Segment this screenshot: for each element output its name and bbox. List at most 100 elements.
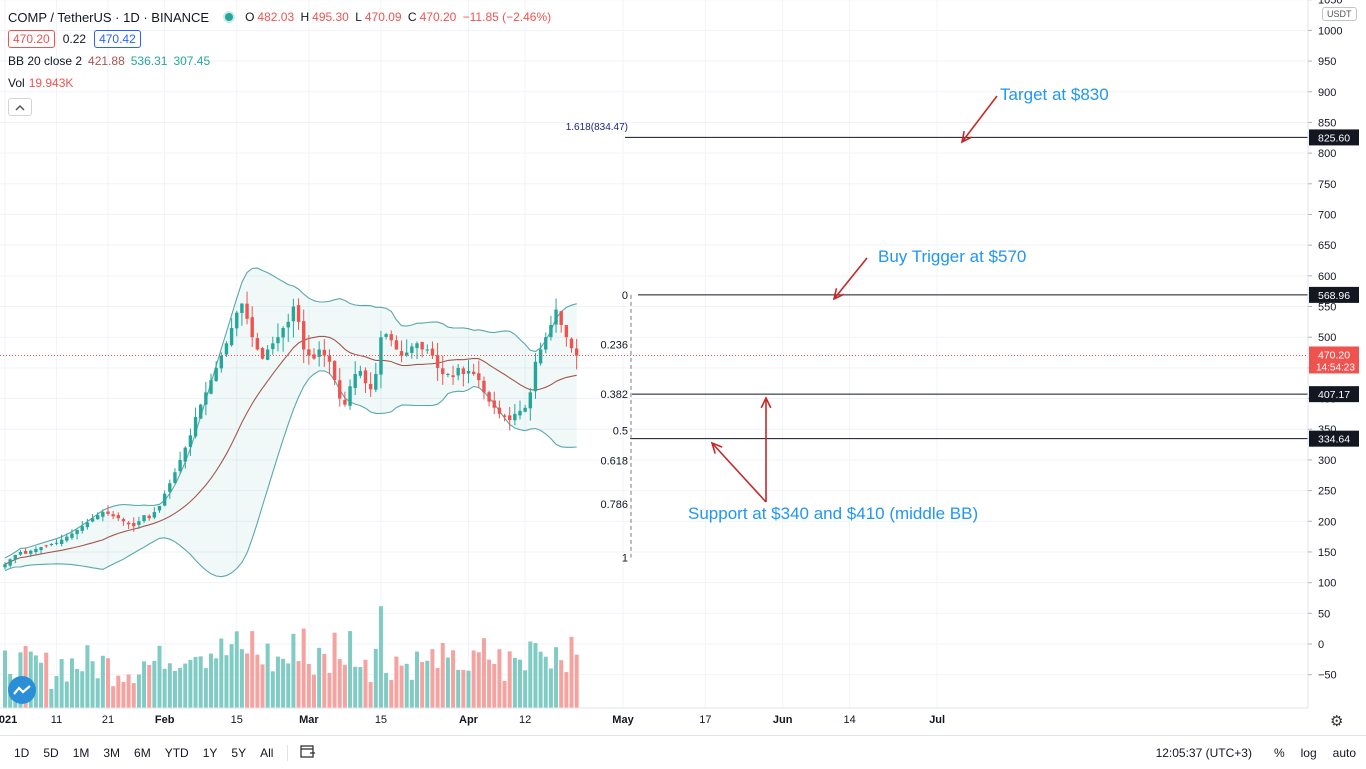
bottom-toolbar: 1D 5D 1M 3M 6M YTD 1Y 5Y All 12:05:37 (U… [0, 735, 1366, 769]
ohlc-values: O 482.03 H 495.30 L 470.09 C 470.20 −11.85 (… [245, 10, 554, 24]
range-ytd-button[interactable]: YTD [164, 745, 189, 760]
candle-body [188, 435, 193, 447]
time-axis[interactable]: 2021 11 21 Feb 15 Mar 15 Apr 12 May 17 Jun 14 Jul [0, 707, 1366, 735]
volume-bar [301, 628, 306, 708]
range-1m-button[interactable]: 1M [72, 745, 90, 760]
candle-body [451, 375, 455, 378]
low-value: 470.09 [364, 10, 402, 24]
candle-body [3, 564, 7, 568]
vol-label[interactable]: Vol [8, 76, 25, 90]
price-chart[interactable]: 0 0.236 0.382 0.5 0.618 0.786 1 1.618(834.47) T… [0, 0, 1366, 735]
tradingview-logo-icon[interactable] [8, 676, 36, 704]
volume-bar [178, 667, 183, 708]
candle-body [132, 523, 136, 527]
candle-body [296, 305, 301, 322]
candle-body [482, 380, 486, 393]
time-tick-label: 15 [231, 714, 243, 726]
symbol-title[interactable]: COMP / TetherUS · 1D · BINANCE [8, 9, 210, 25]
percent-scale-button[interactable]: % [1273, 745, 1285, 760]
fib-level-label: 0.786 [600, 499, 628, 511]
horizontal-lines [0, 136, 1308, 440]
range-6m-button[interactable]: 6M [134, 745, 151, 760]
level-price-tag [1309, 129, 1359, 146]
candle-body [250, 317, 254, 338]
range-5y-button[interactable]: 5Y [231, 745, 247, 760]
chevron-up-icon[interactable] [8, 98, 32, 116]
candle-body [80, 526, 84, 531]
time-tick-label: Mar [299, 714, 319, 726]
bid-price[interactable]: 470.20 [8, 30, 55, 48]
volume-bar [409, 679, 414, 708]
range-all-button[interactable]: All [260, 745, 274, 760]
market-open-dot-icon [223, 11, 236, 23]
ask-price[interactable]: 470.42 [94, 30, 141, 48]
volume-bar [172, 671, 177, 708]
candle-body [214, 367, 218, 381]
bb-lower-value: 307.45 [173, 54, 211, 68]
volume-bar [569, 636, 574, 708]
range-1y-button[interactable]: 1Y [202, 745, 218, 760]
candle-body [415, 343, 419, 349]
auto-scale-button[interactable]: auto [1332, 745, 1356, 760]
log-scale-button[interactable]: log [1300, 745, 1317, 760]
volume-bar [239, 649, 244, 708]
chart-grid [0, 0, 1308, 708]
price-tick-label: 100 [1318, 578, 1336, 590]
target-annotation[interactable]: Target at $830 [1000, 85, 1109, 104]
annotations: Target at $830 Buy Trigger at $570 Support… [688, 85, 1109, 523]
range-3m-button[interactable]: 3M [103, 745, 121, 760]
volume-bar [250, 631, 255, 708]
candle-body [65, 536, 69, 541]
candle-body [374, 374, 378, 390]
candle-body [441, 368, 445, 375]
buy-trigger-arrow-head [832, 288, 845, 301]
candle-body [116, 515, 120, 519]
target-arrow[interactable] [961, 95, 998, 143]
volume-bar [554, 647, 559, 708]
volume-bar [183, 663, 188, 708]
support-arrow-lower[interactable] [711, 442, 767, 503]
currency-badge[interactable]: USDT [1322, 7, 1357, 21]
candle-body [59, 539, 64, 544]
support-annotation[interactable]: Support at $340 and $410 (middle BB) [688, 504, 978, 523]
calendar-goto-icon[interactable] [300, 744, 316, 761]
buy-trigger-annotation[interactable]: Buy Trigger at $570 [878, 247, 1026, 266]
volume-bar [44, 652, 49, 708]
buy-trigger-arrow[interactable] [833, 257, 868, 300]
candle-body [8, 559, 12, 566]
volume-bar [528, 641, 533, 708]
range-5d-button[interactable]: 5D [43, 745, 59, 760]
volume-bar [559, 660, 564, 708]
volume-bar [322, 653, 327, 708]
fib-levels: 0 0.236 0.382 0.5 0.618 0.786 1 1.618(834.47) [566, 122, 632, 564]
spread-value: 0.22 [62, 32, 87, 46]
price-axis[interactable]: 1050100095090085080075070065060055050045… [1307, 0, 1366, 735]
candle-body [471, 371, 476, 375]
gear-icon[interactable]: ⚙ [1330, 713, 1344, 730]
volume-bar [533, 643, 538, 708]
price-tick-label: 50 [1318, 608, 1330, 620]
candle-body [368, 383, 373, 390]
clock-display[interactable]: 12:05:37 (UTC+3) [1155, 745, 1252, 760]
time-tick-label: 2021 [0, 714, 17, 726]
time-tick-label: Jul [929, 714, 945, 726]
volume-bar [281, 658, 286, 708]
volume-bar [538, 651, 543, 708]
volume-bar [90, 661, 95, 708]
volume-bar [445, 657, 450, 708]
fib-level-label: 0 [622, 290, 628, 302]
open-label: O [245, 10, 255, 24]
volume-bar [399, 665, 404, 708]
volume-bar [136, 674, 141, 708]
bb-label[interactable]: BB 20 close 2 [8, 54, 83, 68]
candle-body [183, 447, 187, 462]
level-price-tag [1309, 286, 1359, 303]
price-tick-label: 1000 [1318, 25, 1342, 37]
legend: COMP / TetherUS · 1D · BINANCE O 482.03 H… [8, 6, 554, 116]
range-1d-button[interactable]: 1D [14, 745, 30, 760]
volume-bar [312, 674, 316, 708]
volume-bar [476, 652, 481, 708]
volume-bar [291, 633, 296, 708]
candle-body [332, 360, 337, 381]
fib-level-label: 0.618 [600, 456, 628, 468]
